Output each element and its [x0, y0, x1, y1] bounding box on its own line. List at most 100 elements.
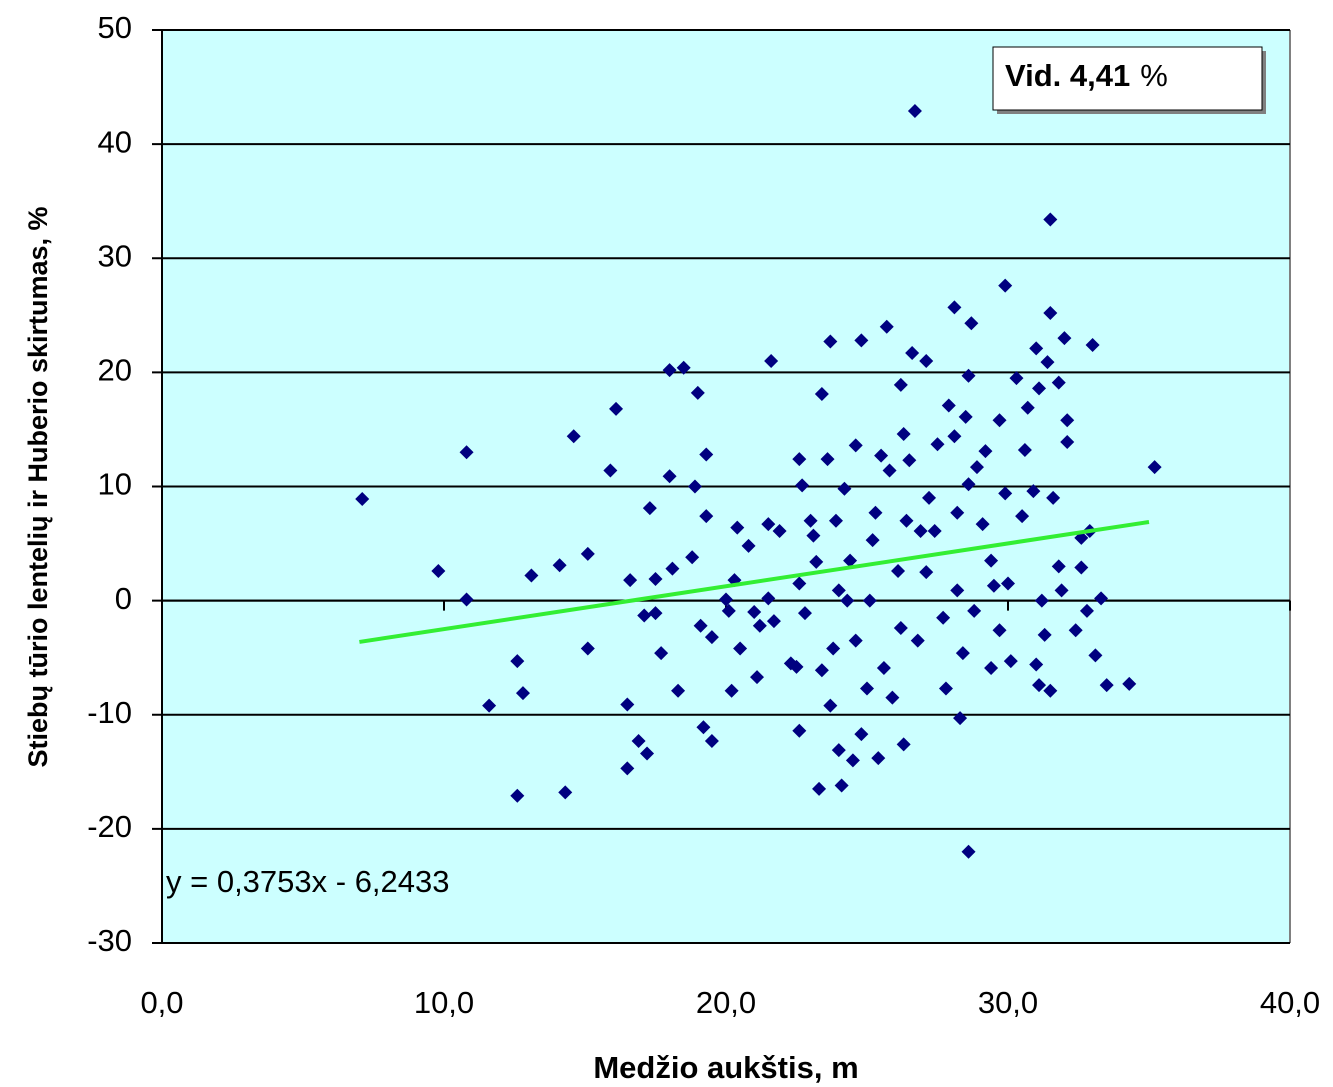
point [865, 533, 880, 548]
point [938, 681, 953, 696]
point [941, 398, 956, 413]
point [826, 641, 841, 656]
y-tick-label: 50 [98, 10, 132, 45]
point [879, 319, 894, 334]
point [1043, 306, 1058, 321]
point [792, 452, 807, 467]
point [950, 583, 965, 598]
point [685, 550, 700, 565]
point [975, 517, 990, 532]
point [1051, 559, 1066, 574]
point [687, 479, 702, 494]
point [828, 513, 843, 528]
point [961, 368, 976, 383]
point [919, 565, 934, 580]
point [510, 788, 525, 803]
point [882, 463, 897, 478]
point [919, 353, 934, 368]
point [747, 605, 762, 620]
x-axis-title: Medžio aukštis, m [593, 1050, 858, 1085]
point [662, 363, 677, 378]
point [1074, 560, 1089, 575]
y-tick-label: -20 [87, 809, 132, 844]
point [764, 353, 779, 368]
point [876, 660, 891, 675]
point [812, 781, 827, 796]
point [927, 524, 942, 539]
trendline-equation: y = 0,3753x - 6,2433 [166, 864, 450, 899]
point [699, 509, 714, 524]
point [704, 733, 719, 748]
point [953, 711, 968, 726]
point [623, 573, 638, 588]
point [580, 641, 595, 656]
point [733, 641, 748, 656]
y-axis-title: Stiebų tūrio lentelių ir Huberio skirtum… [23, 206, 53, 767]
point [642, 501, 657, 516]
point [848, 438, 863, 453]
point [1037, 627, 1052, 642]
point [984, 553, 999, 568]
point [922, 490, 937, 505]
point [750, 670, 765, 685]
point [823, 334, 838, 349]
x-tick-label: 40,0 [1260, 985, 1320, 1020]
point [958, 409, 973, 424]
point [848, 633, 863, 648]
point [792, 576, 807, 591]
point [654, 646, 669, 661]
point [913, 524, 928, 539]
point [1094, 591, 1109, 606]
point [831, 743, 846, 758]
point [515, 686, 530, 701]
point [1051, 375, 1066, 390]
point [969, 460, 984, 475]
point [724, 683, 739, 698]
point [809, 554, 824, 569]
point [978, 444, 993, 459]
point [896, 737, 911, 752]
point [984, 660, 999, 675]
point [566, 429, 581, 444]
point [1003, 654, 1018, 669]
y-tick-label: 0 [115, 581, 132, 616]
point [609, 401, 624, 416]
point [806, 528, 821, 543]
point [792, 723, 807, 738]
point [693, 618, 708, 633]
y-tick-label: -10 [87, 695, 132, 730]
point [704, 630, 719, 645]
point [936, 610, 951, 625]
point [874, 448, 889, 463]
x-tick-label: 20,0 [696, 985, 756, 1020]
point [552, 558, 567, 573]
point [854, 333, 869, 348]
point [814, 387, 829, 402]
point [580, 546, 595, 561]
point [761, 591, 776, 606]
annotation-unit: % [1140, 58, 1168, 93]
point [862, 593, 877, 608]
point [631, 733, 646, 748]
point [603, 463, 618, 478]
point [860, 681, 874, 696]
point [910, 633, 925, 648]
point [1043, 212, 1058, 227]
point [1040, 355, 1055, 370]
point [893, 377, 908, 392]
point [1085, 337, 1100, 352]
point [1122, 676, 1137, 691]
point [1029, 657, 1044, 672]
y-tick-label: 20 [98, 353, 132, 388]
point [558, 785, 573, 800]
point [896, 427, 911, 442]
x-tick-label: 0,0 [140, 985, 183, 1020]
point [845, 753, 860, 768]
point [719, 592, 733, 607]
annotation-box [992, 46, 1263, 111]
point [772, 524, 787, 539]
trendline [359, 520, 1150, 644]
annotation: Vid. 4,41% [1005, 58, 1168, 93]
point [967, 603, 982, 618]
